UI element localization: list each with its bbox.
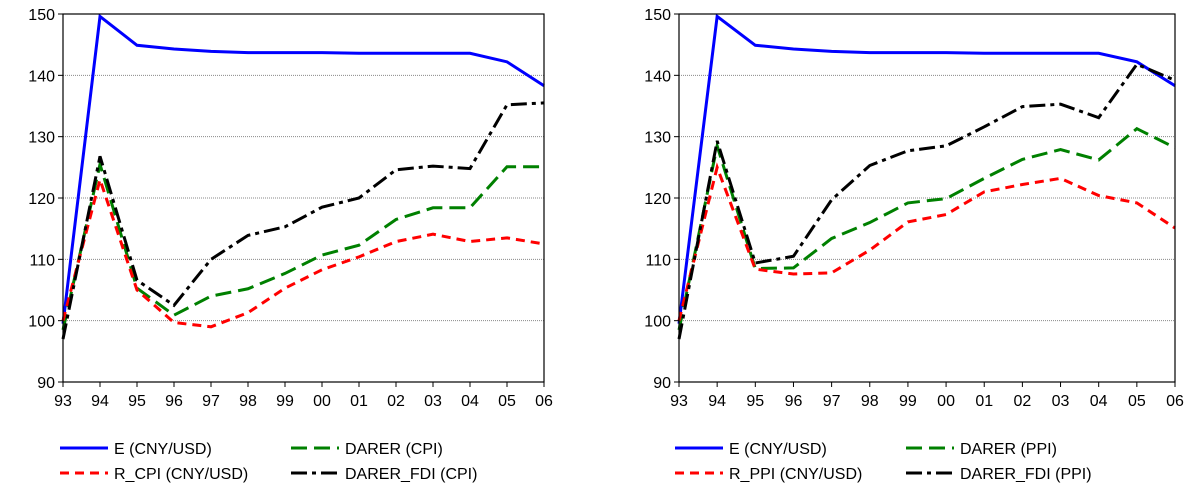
x-tick-label: 95 — [746, 393, 764, 410]
legend-item-4: DARER_FDI (CPI) — [291, 466, 477, 483]
legend: E (CNY/USD) DARER (PPI) R_PPI (CNY/USD) DAR… — [675, 441, 1092, 483]
x-tick-label: 01 — [350, 393, 368, 410]
legend-label: DARER (CPI) — [345, 441, 443, 458]
legend-item-2: DARER (CPI) — [291, 441, 443, 458]
y-tick-label: 150 — [28, 7, 55, 24]
gridlines — [679, 74, 1175, 322]
x-tick-label: 00 — [313, 393, 331, 410]
legend-label: R_PPI (CNY/USD) — [729, 466, 862, 483]
y-axis: 90 100 110 120 130 140 150 — [28, 7, 63, 392]
legend-label: DARER_FDI (PPI) — [960, 466, 1092, 483]
x-tick-label: 00 — [937, 393, 955, 410]
x-tick-label: 95 — [128, 393, 146, 410]
x-tick-label: 04 — [1090, 393, 1108, 410]
x-tick-label: 02 — [1013, 393, 1031, 410]
x-tick-label: 98 — [239, 393, 257, 410]
y-tick-label: 140 — [28, 68, 55, 85]
chart-panel-1: 90 100 110 120 130 140 150 93 94 95 96 97 98 99 00 01 02… — [28, 7, 553, 483]
y-tick-label: 90 — [653, 375, 671, 392]
y-tick-label: 120 — [28, 191, 55, 208]
x-tick-label: 93 — [670, 393, 688, 410]
y-tick-label: 100 — [28, 314, 55, 331]
series-line-4 — [677, 62, 1176, 340]
y-tick-label: 150 — [644, 7, 671, 24]
x-tick-label: 97 — [823, 393, 841, 410]
x-tick-label: 94 — [91, 393, 109, 410]
x-tick-label: 97 — [202, 393, 220, 410]
gridlines — [63, 74, 544, 322]
x-tick-label: 98 — [861, 393, 879, 410]
x-tick-label: 96 — [785, 393, 803, 410]
legend-label: E (CNY/USD) — [114, 441, 212, 458]
x-tick-label: 03 — [1052, 393, 1070, 410]
legend-label: E (CNY/USD) — [729, 441, 827, 458]
series-line-1 — [677, 13, 1176, 324]
x-tick-label: 99 — [276, 393, 294, 410]
series-line-3 — [677, 162, 1176, 322]
legend-item-1: E (CNY/USD) — [60, 441, 212, 458]
y-tick-label: 130 — [28, 130, 55, 147]
legend-item-3: R_CPI (CNY/USD) — [60, 466, 248, 483]
y-axis: 90 100 110 120 130 140 150 — [644, 7, 679, 392]
x-tick-label: 04 — [461, 393, 479, 410]
series-line-4 — [61, 101, 545, 340]
chart-panel-2: 90 100 110 120 130 140 150 93 94 95 96 97 98 99 00 01 02… — [644, 7, 1184, 483]
legend-label: DARER_FDI (CPI) — [345, 466, 477, 483]
x-tick-label: 06 — [535, 393, 553, 410]
x-axis: 93 94 95 96 97 98 99 00 01 02 03 04 05 06 — [670, 382, 1184, 410]
x-axis: 93 94 95 96 97 98 99 00 01 02 03 04 05 06 — [54, 382, 553, 410]
x-tick-label: 02 — [387, 393, 405, 410]
x-tick-label: 06 — [1166, 393, 1184, 410]
x-tick-label: 01 — [975, 393, 993, 410]
series-line-3 — [61, 174, 545, 329]
series-line-2 — [61, 158, 544, 331]
y-tick-label: 120 — [644, 191, 671, 208]
legend-item-4: DARER_FDI (PPI) — [906, 466, 1092, 483]
x-tick-label: 93 — [54, 393, 72, 410]
legend-label: R_CPI (CNY/USD) — [114, 466, 248, 483]
y-tick-label: 100 — [644, 314, 671, 331]
legend-label: DARER (PPI) — [960, 441, 1057, 458]
legend-item-3: R_PPI (CNY/USD) — [675, 466, 862, 483]
legend: E (CNY/USD) DARER (CPI) R_CPI (CNY/USD) DAR… — [60, 441, 477, 483]
y-tick-label: 140 — [644, 68, 671, 85]
x-tick-label: 05 — [1128, 393, 1146, 410]
legend-item-2: DARER (PPI) — [906, 441, 1057, 458]
x-tick-label: 05 — [498, 393, 516, 410]
series-line-2 — [677, 126, 1176, 331]
x-tick-label: 94 — [708, 393, 726, 410]
y-tick-label: 130 — [644, 130, 671, 147]
x-tick-label: 03 — [424, 393, 442, 410]
y-tick-label: 110 — [29, 252, 55, 269]
legend-item-1: E (CNY/USD) — [675, 441, 827, 458]
x-tick-label: 96 — [165, 393, 183, 410]
y-tick-label: 90 — [37, 375, 55, 392]
series-line-1 — [61, 13, 545, 324]
y-tick-label: 110 — [645, 252, 671, 269]
x-tick-label: 99 — [899, 393, 917, 410]
